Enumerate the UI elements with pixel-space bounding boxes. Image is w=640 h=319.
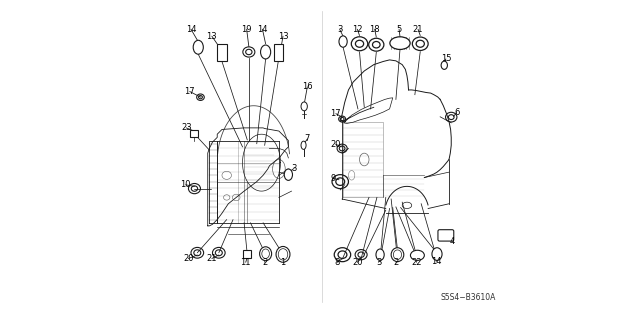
Ellipse shape: [193, 40, 204, 54]
Ellipse shape: [412, 37, 428, 50]
Bar: [190, 130, 198, 137]
Ellipse shape: [432, 248, 442, 260]
Ellipse shape: [358, 252, 364, 257]
Ellipse shape: [416, 40, 424, 47]
Text: 8: 8: [335, 258, 340, 267]
Ellipse shape: [339, 146, 345, 151]
Ellipse shape: [260, 45, 271, 59]
Text: 20: 20: [183, 254, 194, 263]
Bar: [243, 250, 252, 258]
Text: 20: 20: [331, 140, 341, 149]
Ellipse shape: [441, 61, 447, 69]
Ellipse shape: [376, 249, 384, 260]
Text: 22: 22: [411, 258, 422, 267]
Text: 14: 14: [257, 25, 268, 34]
Text: 23: 23: [181, 123, 191, 132]
Text: 13: 13: [278, 32, 288, 41]
Text: S5S4−B3610A: S5S4−B3610A: [440, 293, 495, 302]
Ellipse shape: [351, 37, 368, 51]
Ellipse shape: [355, 40, 364, 47]
Ellipse shape: [332, 174, 348, 189]
Text: 4: 4: [449, 237, 455, 246]
Text: 21: 21: [413, 25, 423, 34]
Text: 20: 20: [352, 258, 363, 267]
Ellipse shape: [262, 249, 269, 258]
Ellipse shape: [339, 116, 346, 122]
Text: 12: 12: [352, 25, 363, 34]
Ellipse shape: [301, 141, 306, 149]
Text: 21: 21: [207, 254, 217, 263]
Text: 10: 10: [180, 180, 191, 189]
Ellipse shape: [260, 247, 271, 261]
Text: 19: 19: [241, 25, 252, 34]
Ellipse shape: [338, 251, 347, 258]
Ellipse shape: [336, 178, 345, 185]
Bar: [217, 44, 227, 62]
Text: 9: 9: [330, 174, 335, 183]
Ellipse shape: [334, 248, 351, 262]
Ellipse shape: [390, 37, 410, 49]
Text: 3: 3: [291, 164, 297, 173]
Text: 11: 11: [241, 258, 251, 267]
Ellipse shape: [198, 96, 202, 99]
Text: 3: 3: [376, 258, 381, 267]
Ellipse shape: [372, 41, 380, 48]
Ellipse shape: [188, 183, 200, 194]
Ellipse shape: [337, 144, 347, 153]
Text: 15: 15: [440, 55, 451, 63]
Ellipse shape: [196, 94, 204, 100]
Ellipse shape: [369, 38, 384, 51]
Ellipse shape: [278, 249, 288, 260]
Ellipse shape: [445, 112, 457, 122]
Ellipse shape: [339, 36, 347, 47]
Text: 5: 5: [396, 25, 402, 34]
Ellipse shape: [301, 102, 307, 111]
Bar: [273, 44, 283, 62]
Text: 17: 17: [184, 87, 195, 96]
Ellipse shape: [212, 248, 225, 258]
Text: 3: 3: [337, 25, 342, 34]
Ellipse shape: [276, 247, 290, 262]
Text: 13: 13: [207, 32, 217, 41]
Text: 1: 1: [280, 258, 285, 267]
Text: 6: 6: [454, 108, 460, 117]
Text: 18: 18: [369, 25, 380, 34]
Ellipse shape: [394, 250, 401, 259]
Ellipse shape: [391, 248, 404, 262]
Ellipse shape: [449, 115, 454, 120]
Text: 7: 7: [305, 134, 310, 144]
Text: 16: 16: [302, 82, 313, 91]
Ellipse shape: [410, 250, 424, 260]
Text: 14: 14: [186, 25, 196, 34]
Ellipse shape: [284, 169, 292, 180]
Ellipse shape: [194, 250, 201, 256]
Text: 2: 2: [393, 258, 399, 267]
Text: 14: 14: [431, 257, 442, 266]
Ellipse shape: [191, 186, 198, 191]
Text: 2: 2: [262, 258, 268, 267]
Ellipse shape: [215, 250, 222, 256]
FancyBboxPatch shape: [438, 230, 454, 241]
Ellipse shape: [191, 248, 204, 258]
Ellipse shape: [246, 49, 252, 55]
Ellipse shape: [243, 47, 255, 57]
Text: 17: 17: [330, 109, 341, 118]
Ellipse shape: [355, 249, 367, 260]
Ellipse shape: [340, 117, 344, 121]
